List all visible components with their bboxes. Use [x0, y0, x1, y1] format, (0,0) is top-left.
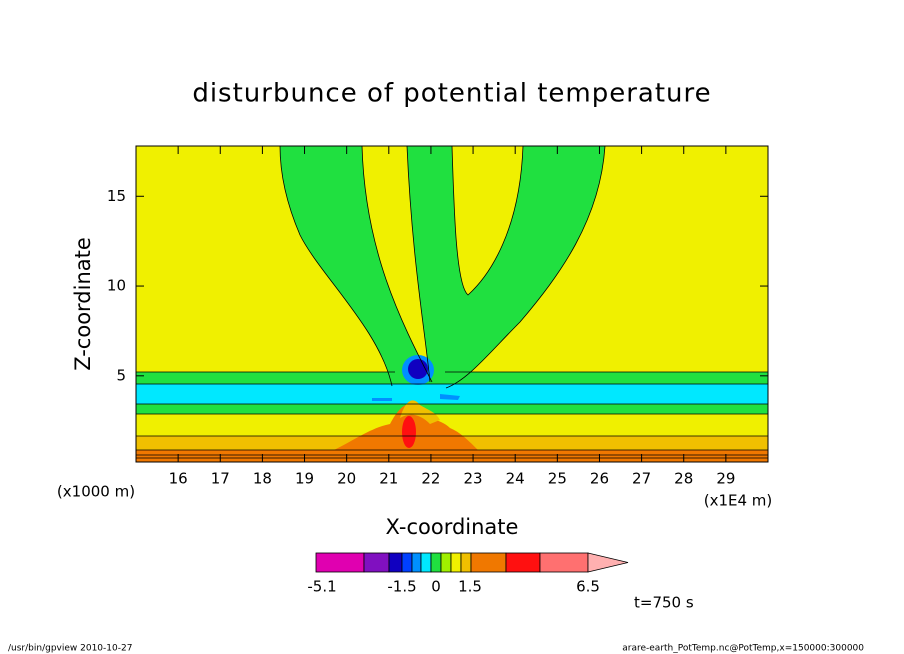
colorbar-segment [440, 552, 452, 573]
y-tick-label: 10 [107, 277, 126, 295]
y-tick-label: 15 [107, 187, 126, 205]
x-tick-label: 21 [379, 470, 398, 488]
colorbar-segment [539, 552, 589, 573]
y-unit: (x1000 m) [57, 483, 135, 501]
chart-title: disturbunce of potential temperature [192, 79, 711, 109]
x-tick-label: 22 [421, 470, 440, 488]
x-tick-label: 27 [632, 470, 651, 488]
contour-fill [280, 146, 432, 386]
colorbar-segment [450, 552, 462, 573]
colorbar-segment [401, 552, 413, 573]
contour-field [136, 146, 768, 462]
colorbar-segment [505, 552, 541, 573]
colorbar-label: 1.5 [458, 578, 482, 596]
contour-fill [402, 416, 416, 448]
contour-fill [400, 400, 440, 424]
y-tick-label: 5 [116, 366, 126, 384]
colorbar-label: 0 [431, 578, 441, 596]
colorbar-segment [430, 552, 442, 573]
x-tick-label: 25 [548, 470, 567, 488]
x-tick-label: 16 [169, 470, 188, 488]
colorbar-segment [420, 552, 432, 573]
x-tick-label: 24 [506, 470, 525, 488]
colorbar-segment [460, 552, 472, 573]
x-tick-label: 18 [253, 470, 272, 488]
footer-left: /usr/bin/gpview 2010-10-27 [8, 644, 132, 654]
footer-right: arare-earth_PotTemp.nc@PotTemp,x=150000:… [622, 644, 864, 654]
x-tick-label: 28 [674, 470, 693, 488]
contour-fill [407, 146, 605, 388]
x-tick-label: 20 [337, 470, 356, 488]
colorbar-segment [411, 552, 422, 573]
colorbar-label: -5.1 [307, 578, 336, 596]
x-unit: (x1E4 m) [704, 492, 773, 510]
y-axis-label: Z-coordinate [71, 237, 95, 371]
time-label: t=750 s [634, 594, 694, 612]
colorbar-segment [363, 552, 390, 573]
colorbar-extension [587, 552, 629, 573]
colorbar-label: -1.5 [387, 578, 416, 596]
contour-fill [372, 394, 460, 401]
colorbar-segment [470, 552, 507, 573]
colorbar-segment [315, 552, 365, 573]
colorbar-label: 6.5 [576, 578, 600, 596]
x-tick-label: 29 [716, 470, 735, 488]
contour-fill [136, 450, 768, 462]
contour-fill [136, 384, 768, 404]
x-tick-label: 26 [590, 470, 609, 488]
x-axis-label: X-coordinate [386, 515, 519, 539]
x-tick-label: 19 [295, 470, 314, 488]
x-tick-label: 23 [464, 470, 483, 488]
x-tick-label: 17 [211, 470, 230, 488]
plot-frame [135, 145, 769, 463]
colorbar-segment [388, 552, 403, 573]
